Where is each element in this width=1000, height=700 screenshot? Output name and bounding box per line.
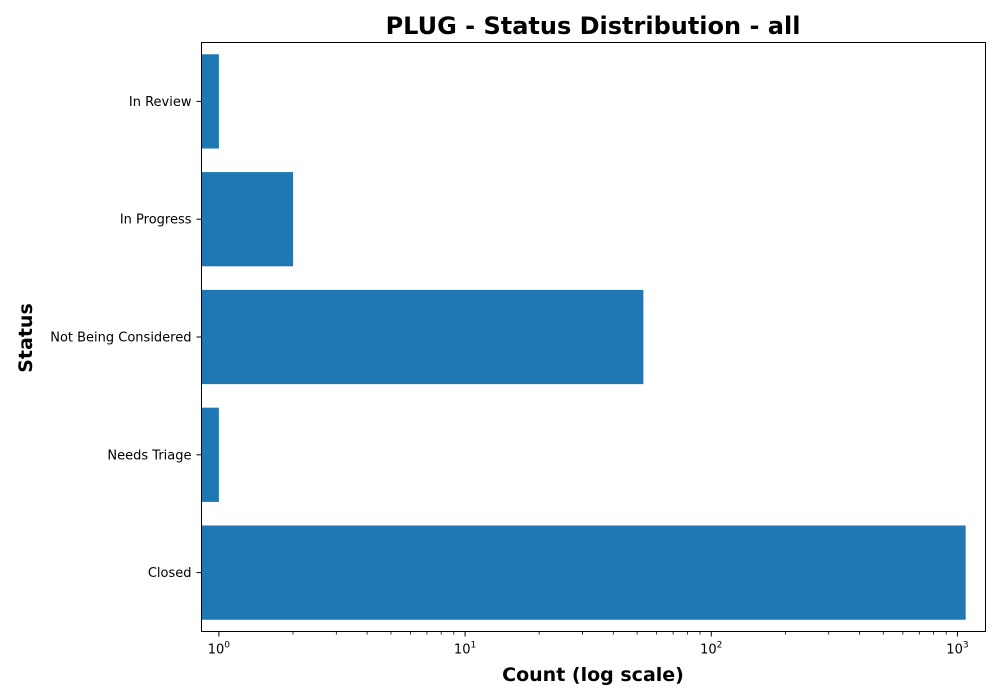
- bar-not-being-considered: [201, 289, 644, 385]
- bar-closed: [201, 525, 966, 620]
- x-tick-label-10: 101: [454, 641, 476, 658]
- y-axis-label: Status: [15, 303, 37, 373]
- bar-needs-triage: [201, 407, 219, 502]
- y-axis-ticks: Closed Needs Triage Not Being Considered In…: [50, 95, 202, 581]
- bars-group: [201, 54, 966, 620]
- x-tick-label-1000: 103: [946, 641, 968, 658]
- y-tick-label-needs-triage: Needs Triage: [107, 448, 191, 463]
- x-tick-label-1: 100: [208, 641, 231, 658]
- y-tick-label-closed: Closed: [148, 566, 192, 581]
- bar-in-progress: [201, 172, 293, 267]
- x-axis-label: Count (log scale): [502, 664, 684, 686]
- y-tick-label-not-being-considered: Not Being Considered: [50, 331, 191, 346]
- x-axis-ticks: 100 101 102 103: [208, 631, 969, 658]
- bar-in-review: [201, 54, 219, 149]
- y-tick-label-in-progress: In Progress: [120, 213, 192, 228]
- x-tick-label-100: 102: [700, 641, 722, 658]
- chart-title: PLUG - Status Distribution - all: [386, 12, 801, 40]
- y-tick-label-in-review: In Review: [129, 95, 192, 110]
